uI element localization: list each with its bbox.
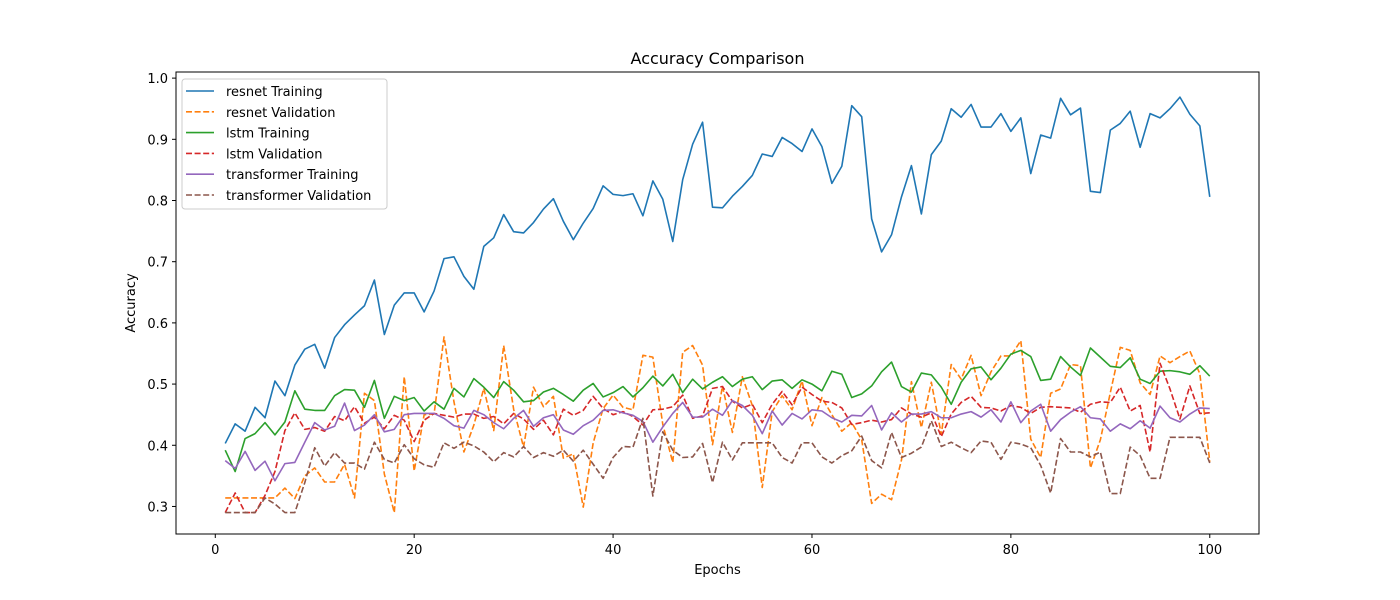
x-tick-label: 100 xyxy=(1197,543,1222,558)
series-line-4 xyxy=(224,362,1210,514)
x-tick-label: 80 xyxy=(1003,543,1020,558)
y-axis: 0.3 0.4 0.5 0.6 0.7 0.8 0.9 1.0 xyxy=(147,72,176,515)
y-tick-label: 0.4 xyxy=(147,439,168,454)
legend-label: transformer Validation xyxy=(226,189,371,204)
x-tick-label: 20 xyxy=(406,543,423,558)
legend-label: resnet Validation xyxy=(226,106,336,121)
legend-label: lstm Validation xyxy=(226,147,322,162)
x-tick-label: 40 xyxy=(605,543,622,558)
y-tick-label: 1.0 xyxy=(147,72,168,87)
legend-label: transformer Training xyxy=(226,168,359,183)
y-tick-label: 0.9 xyxy=(147,133,168,148)
series-line-3 xyxy=(224,347,1211,473)
series-line-6 xyxy=(225,417,1211,514)
x-axis: 0 20 40 60 80 100 xyxy=(211,534,1222,558)
legend: resnet Training resnet Validation lstm Tra… xyxy=(181,78,388,210)
x-axis-label: Epochs xyxy=(694,563,741,578)
y-tick-label: 0.8 xyxy=(147,195,168,210)
series-line-5 xyxy=(224,399,1210,482)
series-line-2 xyxy=(225,336,1211,514)
y-tick-label: 0.6 xyxy=(147,317,168,332)
legend-label: resnet Training xyxy=(226,85,323,100)
series-line-1 xyxy=(224,96,1211,444)
y-tick-label: 0.3 xyxy=(147,500,168,515)
chart-title: Accuracy Comparison xyxy=(631,49,805,68)
series-layer xyxy=(224,96,1211,514)
y-axis-label: Accuracy xyxy=(124,273,139,333)
x-tick-label: 0 xyxy=(211,543,219,558)
y-tick-label: 0.7 xyxy=(147,256,168,271)
legend-label: lstm Training xyxy=(226,127,310,142)
y-tick-label: 0.5 xyxy=(147,378,168,393)
x-tick-label: 60 xyxy=(804,543,821,558)
legend-box xyxy=(181,78,388,210)
plot-frame xyxy=(175,71,1260,535)
